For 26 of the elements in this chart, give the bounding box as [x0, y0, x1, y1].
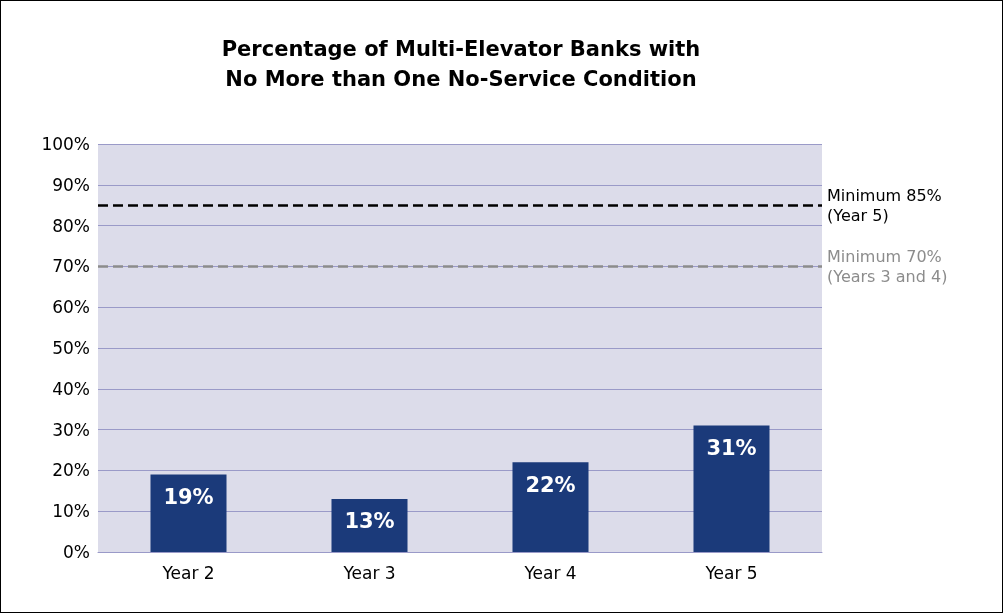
- y-tick-label: 100%: [41, 134, 90, 154]
- y-tick-label: 20%: [52, 460, 90, 481]
- y-tick-label: 0%: [63, 542, 90, 562]
- bar: [693, 425, 770, 552]
- data-label: 31%: [706, 436, 757, 461]
- x-tick-label: Year 3: [342, 562, 396, 583]
- bar: [331, 498, 408, 552]
- y-tick-label: 30%: [52, 419, 90, 440]
- x-tick-label: Year 4: [523, 562, 577, 583]
- y-tick-label: 90%: [52, 174, 90, 195]
- y-tick-label: 70%: [52, 256, 90, 277]
- ref-line-label: Minimum 85% (Year 5): [827, 185, 942, 225]
- bar: [512, 462, 589, 552]
- ref-line-label: Minimum 70% (Years 3 and 4): [827, 246, 948, 286]
- chart-title: Percentage of Multi-Elevator Banks with No More than One No-Service Condition: [221, 37, 701, 91]
- bar: [150, 474, 227, 552]
- x-tick-label: Year 2: [161, 562, 215, 583]
- data-label: 13%: [344, 509, 395, 534]
- y-tick-label: 50%: [52, 338, 90, 358]
- data-label: 22%: [525, 472, 576, 497]
- y-tick-label: 40%: [52, 378, 90, 399]
- y-tick-label: 60%: [52, 297, 90, 318]
- y-tick-label: 10%: [52, 501, 90, 522]
- y-tick-label: 80%: [52, 215, 90, 236]
- x-tick-label: Year 5: [704, 562, 758, 583]
- data-label: 19%: [163, 484, 214, 509]
